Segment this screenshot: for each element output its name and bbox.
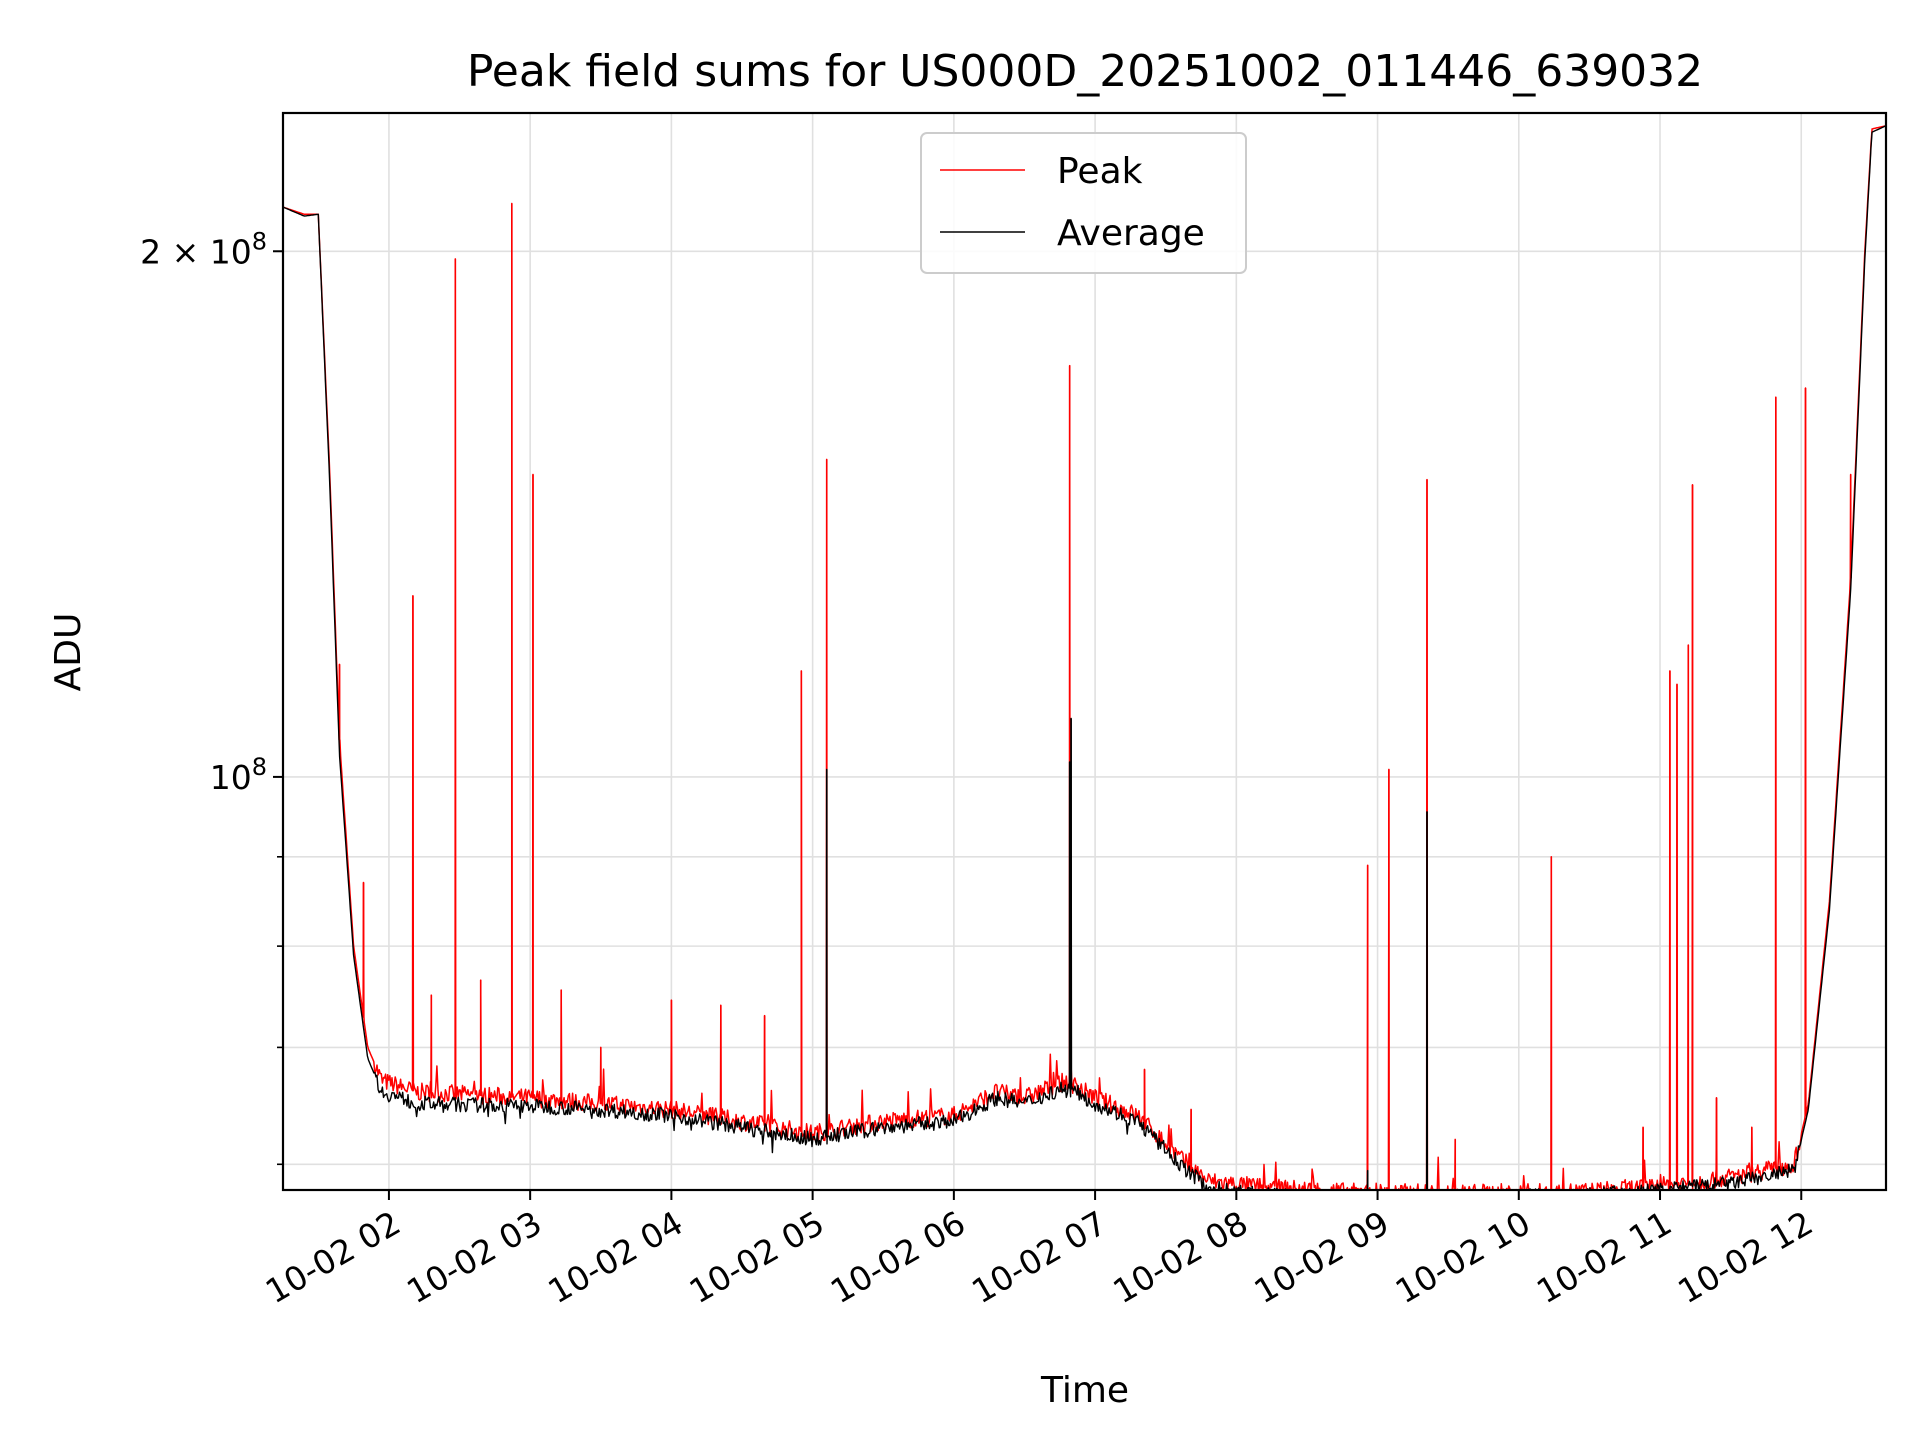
chart-title: Peak field sums for US000D_20251002_0114… — [467, 46, 1703, 97]
y-axis-label: ADU — [48, 613, 89, 692]
series-layer — [283, 124, 1886, 1190]
legend-frame — [920, 132, 1247, 274]
y-tick-label-base: 10 — [210, 758, 252, 797]
series-line-peak — [283, 124, 1886, 1190]
y-tick-label: 2 × 108 — [140, 227, 267, 271]
series-line-average — [283, 125, 1886, 1190]
legend-average-label: Average — [1057, 213, 1205, 254]
x-axis-label: Time — [1040, 1370, 1129, 1411]
legend: Peak Average — [920, 132, 1247, 274]
series-average — [283, 125, 1886, 1190]
y-tick-label: 108 — [210, 753, 267, 797]
plot-frame — [281, 111, 1888, 1192]
legend-peak-label: Peak — [1057, 151, 1143, 192]
y-tick-label-exponent: 8 — [252, 753, 267, 781]
y-tick-label-exponent: 8 — [252, 227, 267, 255]
y-tick-label-base: 2 × 10 — [140, 232, 252, 271]
grid — [283, 113, 1886, 1190]
